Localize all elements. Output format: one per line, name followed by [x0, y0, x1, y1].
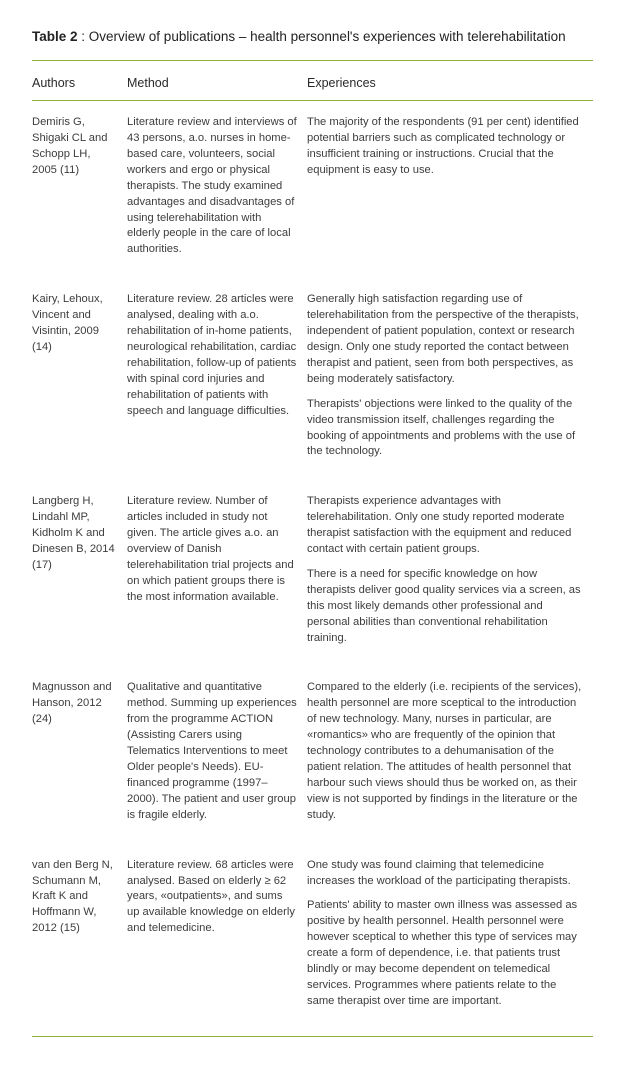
cell-experiences: One study was found claiming that teleme… — [307, 844, 593, 1030]
experiences-paragraph: There is a need for specific knowledge o… — [307, 567, 583, 647]
experiences-paragraph: Therapists experience advantages with te… — [307, 494, 583, 558]
cell-experiences: The majority of the respondents (91 per … — [307, 101, 593, 278]
table-title-prefix: Table 2 — [32, 29, 78, 44]
table-row: Langberg H, Lindahl MP, Kidholm K and Di… — [32, 480, 593, 666]
experiences-paragraph: Generally high satisfaction regarding us… — [307, 292, 583, 387]
table-title: Table 2 : Overview of publications – hea… — [32, 28, 593, 46]
rule-bottom — [32, 1036, 593, 1037]
publications-table-body: Demiris G, Shigaki CL and Schopp LH, 200… — [32, 101, 593, 1030]
table-row: van den Berg N, Schumann M, Kraft K and … — [32, 844, 593, 1030]
experiences-paragraph: Therapists' objections were linked to th… — [307, 397, 583, 461]
cell-experiences: Therapists experience advantages with te… — [307, 480, 593, 666]
experiences-paragraph: One study was found claiming that teleme… — [307, 858, 583, 890]
cell-experiences: Generally high satisfaction regarding us… — [307, 278, 593, 480]
cell-experiences: Compared to the elderly (i.e. recipients… — [307, 666, 593, 843]
table-title-rest: : Overview of publications – health pers… — [78, 29, 566, 44]
cell-authors: van den Berg N, Schumann M, Kraft K and … — [32, 844, 127, 1030]
cell-authors: Langberg H, Lindahl MP, Kidholm K and Di… — [32, 480, 127, 666]
cell-method: Literature review. 68 articles were anal… — [127, 844, 307, 1030]
table-row: Kairy, Lehoux, Vincent and Visintin, 200… — [32, 278, 593, 480]
cell-authors: Demiris G, Shigaki CL and Schopp LH, 200… — [32, 101, 127, 278]
rule-top — [32, 60, 593, 61]
cell-method: Qualitative and quantitative method. Sum… — [127, 666, 307, 843]
experiences-paragraph: Patients' ability to master own illness … — [307, 898, 583, 1009]
cell-authors: Kairy, Lehoux, Vincent and Visintin, 200… — [32, 278, 127, 480]
cell-method: Literature review. Number of articles in… — [127, 480, 307, 666]
cell-authors: Magnusson and Hanson, 2012 (24) — [32, 666, 127, 843]
table-header-row: Authors Method Experiences — [32, 75, 593, 92]
table-row: Magnusson and Hanson, 2012 (24)Qualitati… — [32, 666, 593, 843]
table-row: Demiris G, Shigaki CL and Schopp LH, 200… — [32, 101, 593, 278]
col-header-experiences: Experiences — [307, 75, 593, 92]
col-header-method: Method — [127, 75, 307, 92]
experiences-paragraph: Compared to the elderly (i.e. recipients… — [307, 680, 583, 823]
experiences-paragraph: The majority of the respondents (91 per … — [307, 115, 583, 179]
cell-method: Literature review and interviews of 43 p… — [127, 101, 307, 278]
cell-method: Literature review. 28 articles were anal… — [127, 278, 307, 480]
col-header-authors: Authors — [32, 75, 127, 92]
publications-table: Authors Method Experiences — [32, 75, 593, 92]
